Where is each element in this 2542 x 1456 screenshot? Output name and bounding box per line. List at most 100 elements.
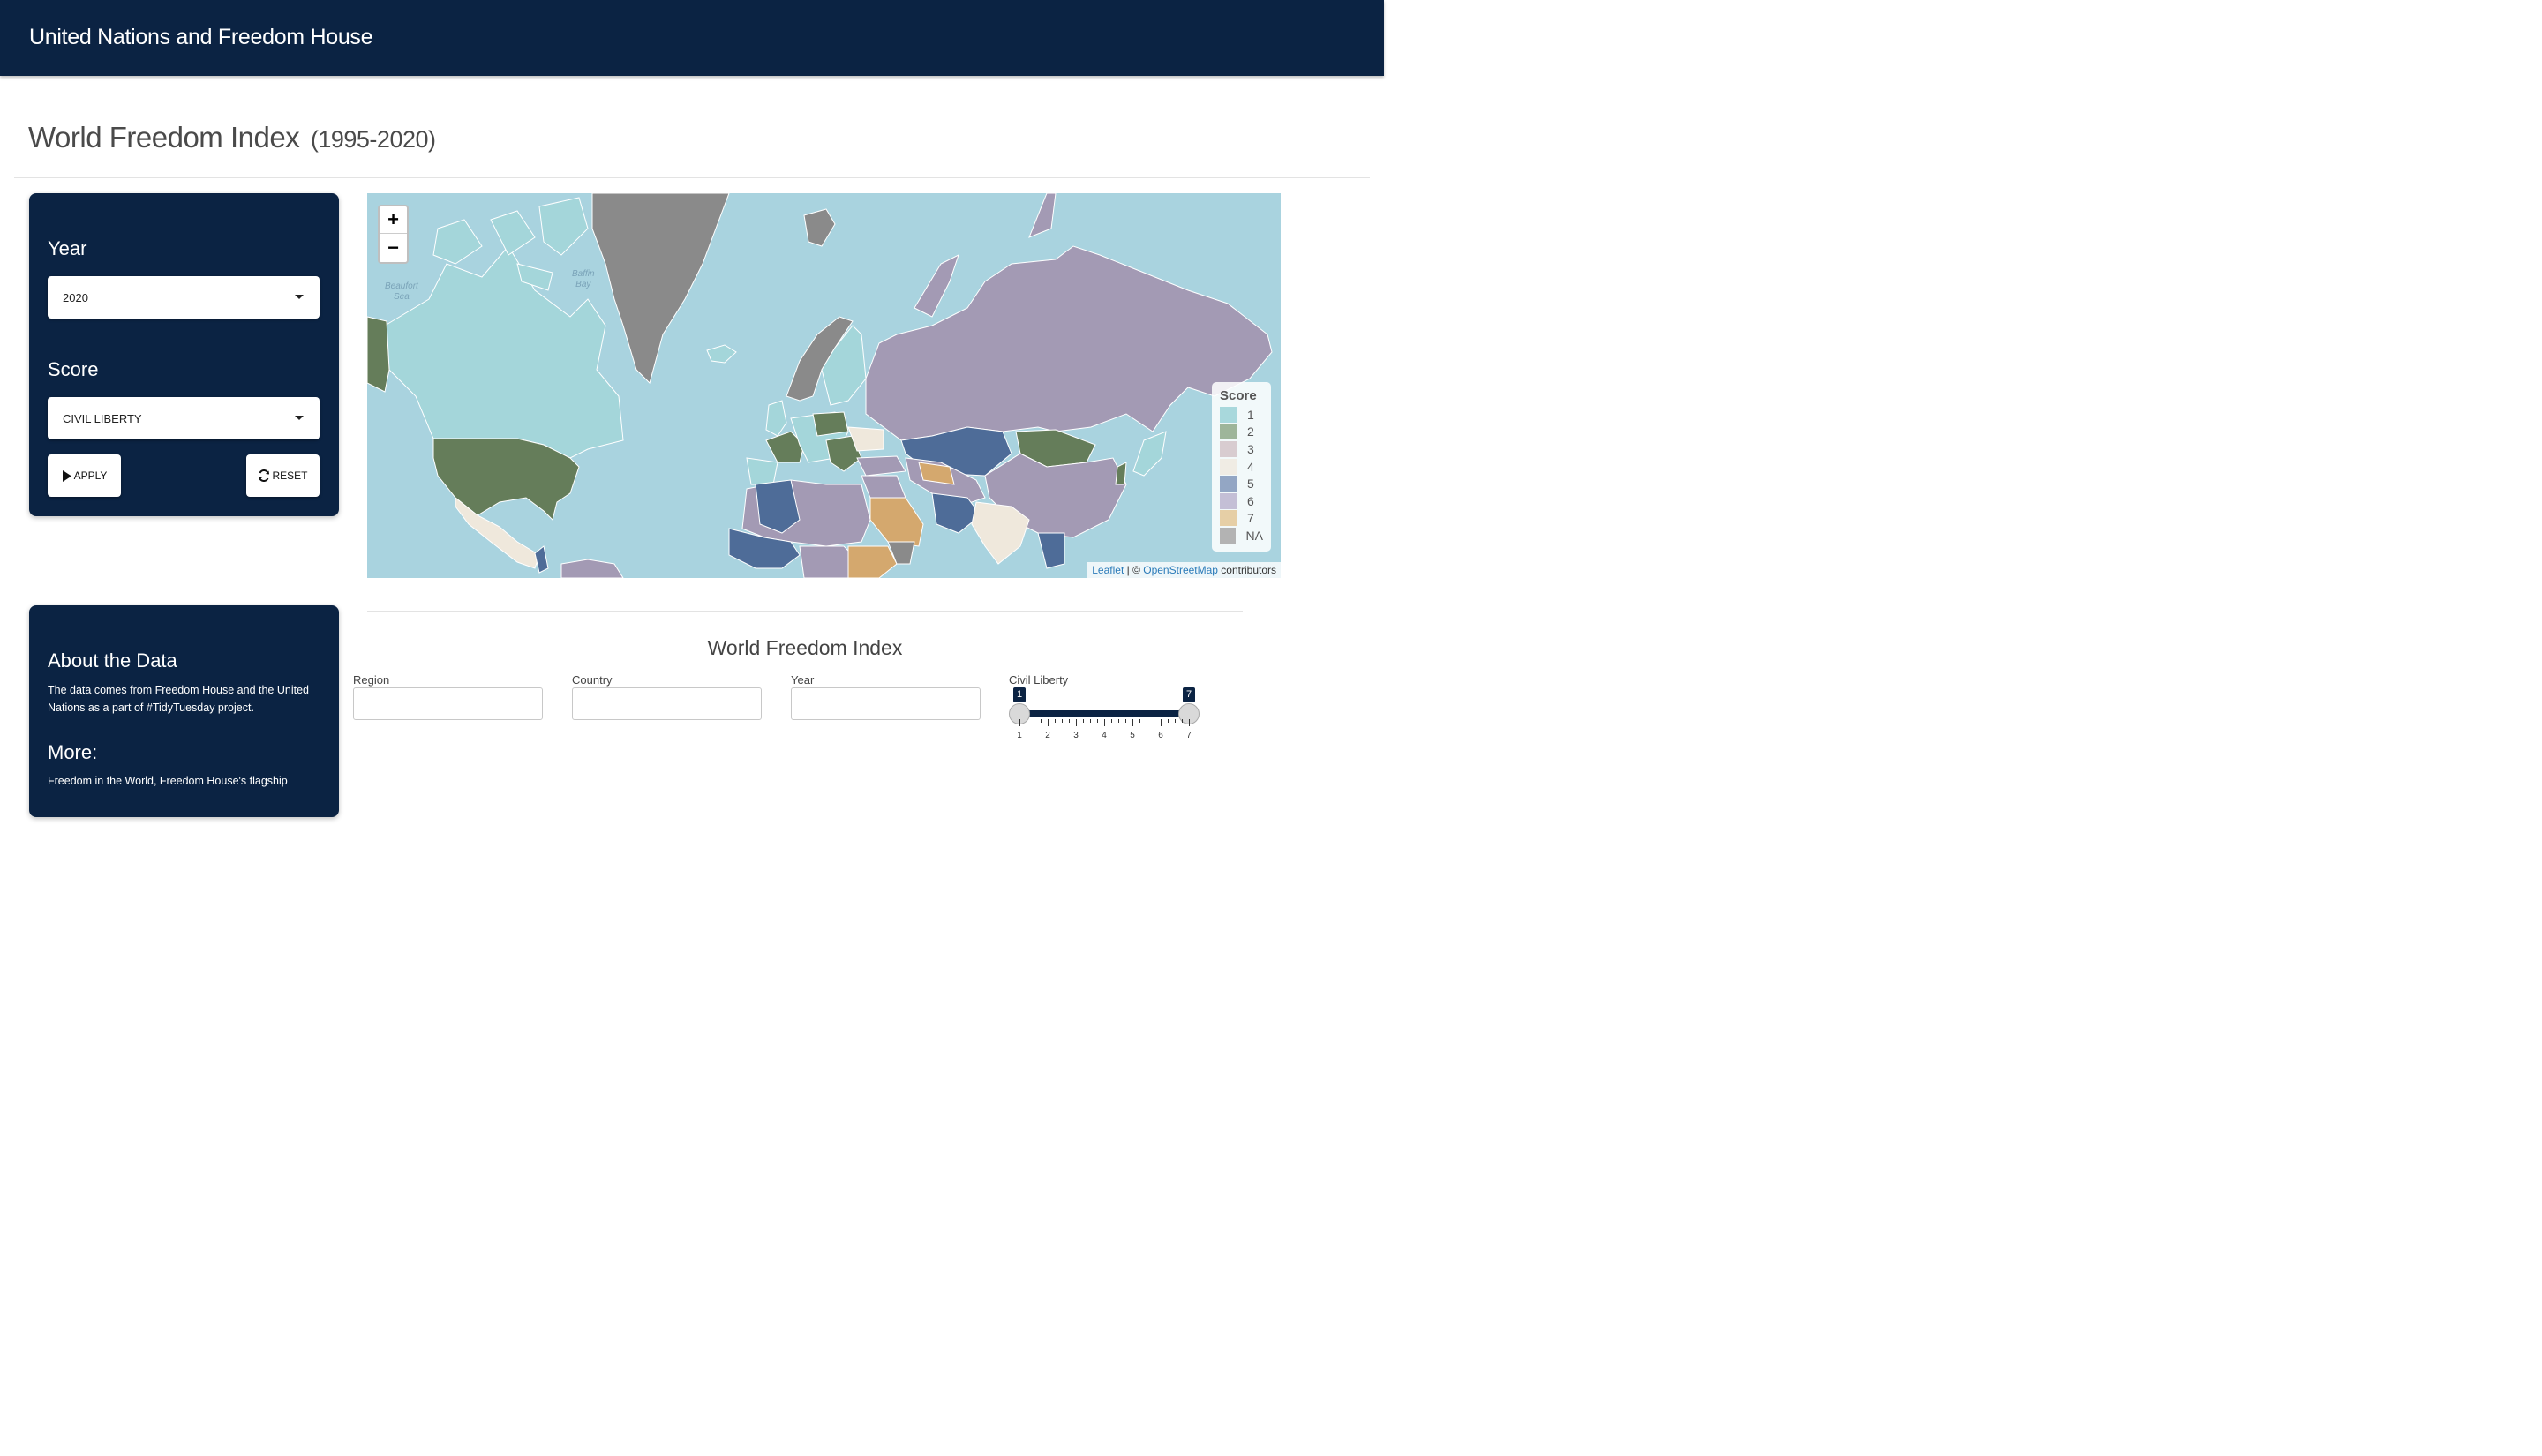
reset-button-label: RESET	[272, 469, 308, 482]
region-west-africa	[728, 528, 801, 569]
attribution-separator: | ©	[1124, 564, 1144, 576]
region-algeria	[755, 479, 801, 534]
legend-item: 5	[1220, 475, 1263, 492]
reset-button[interactable]: RESET	[246, 454, 320, 497]
slider-major-tick	[1104, 719, 1105, 726]
year-select-value: 2020	[63, 291, 88, 304]
map-label-baffin-line1: Baffin	[572, 269, 595, 279]
region-mexico	[455, 496, 540, 569]
legend-item: 1	[1220, 406, 1263, 424]
legend-swatch	[1220, 527, 1236, 544]
slider-tick-label: 7	[1186, 731, 1192, 740]
legend-label: NA	[1245, 528, 1263, 543]
score-select-value: CIVIL LIBERTY	[63, 412, 142, 425]
region-spain	[746, 457, 778, 485]
slider-minor-tick	[1182, 719, 1183, 723]
year-select[interactable]: 2020	[48, 276, 320, 319]
zoom-control: + −	[378, 205, 409, 264]
slider-minor-tick	[1118, 719, 1119, 723]
score-select[interactable]: CIVIL LIBERTY	[48, 397, 320, 439]
region-sweden-finland	[821, 325, 867, 406]
legend-swatch	[1220, 458, 1237, 475]
osm-link[interactable]: OpenStreetMap	[1143, 564, 1218, 576]
about-text: The data comes from Freedom House and th…	[48, 684, 309, 714]
region-japan	[1132, 431, 1167, 477]
region-greenland	[591, 193, 730, 384]
chevron-down-icon	[295, 416, 304, 420]
slider-low-value: 1	[1013, 687, 1026, 702]
slider-minor-tick	[1139, 719, 1140, 723]
legend-item: 2	[1220, 424, 1263, 441]
legend-label: 6	[1247, 493, 1254, 508]
legend-swatch	[1220, 406, 1237, 423]
civil-liberty-range-slider[interactable]: 1 7 1 2 3 4 5 6 7	[1009, 687, 1203, 749]
region-russia	[865, 245, 1273, 441]
region-saudi-arabia	[869, 497, 924, 547]
table-title: World Freedom Index	[707, 636, 903, 659]
region-usa	[432, 438, 580, 521]
more-text: Freedom in the World, Freedom House's fl…	[48, 775, 288, 787]
slider-minor-tick	[1168, 719, 1169, 723]
slider-major-tick	[1161, 719, 1162, 726]
apply-button[interactable]: APPLY	[48, 454, 121, 497]
legend-swatch	[1220, 424, 1237, 440]
region-korea	[1115, 462, 1127, 485]
slider-tick-label: 2	[1045, 731, 1050, 740]
slider-minor-tick	[1041, 719, 1042, 723]
map-legend: Score 1 2 3 4 5 6 7 NA	[1212, 382, 1271, 552]
slider-minor-tick	[1069, 719, 1070, 723]
slider-tick-label: 3	[1073, 731, 1079, 740]
slider-tick-label: 6	[1158, 731, 1163, 740]
region-poland	[812, 411, 849, 437]
leaflet-link[interactable]: Leaflet	[1092, 564, 1124, 576]
country-filter-label: Country	[572, 673, 613, 687]
legend-swatch	[1220, 492, 1237, 509]
map-label-beaufort-line2: Sea	[394, 292, 410, 302]
region-alaska	[367, 316, 390, 393]
map-canvas[interactable]	[367, 193, 1281, 578]
civil-liberty-filter-label: Civil Liberty	[1009, 673, 1069, 687]
slider-major-tick	[1019, 719, 1020, 726]
year-filter-input[interactable]	[791, 687, 981, 720]
slider-minor-tick	[1097, 719, 1098, 723]
legend-items: 1 2 3 4 5 6 7 NA	[1220, 406, 1263, 544]
region-iran-afghan	[931, 492, 981, 534]
slider-minor-tick	[1111, 719, 1112, 723]
region-norway	[786, 316, 854, 402]
legend-item: 7	[1220, 510, 1263, 528]
zoom-in-button[interactable]: +	[380, 206, 407, 234]
play-icon	[62, 469, 71, 482]
region-central-america	[534, 545, 549, 574]
apply-button-label: APPLY	[73, 469, 108, 482]
brand-title[interactable]: United Nations and Freedom House	[29, 25, 373, 49]
region-turkey	[856, 455, 906, 477]
more-heading: More:	[48, 741, 98, 763]
map-label-beaufort-line1: Beaufort	[385, 281, 418, 291]
slider-minor-tick	[1175, 719, 1176, 723]
map-label-baffin-line2: Bay	[575, 280, 591, 289]
page-title-years: (1995-2020)	[310, 126, 436, 153]
about-panel: About the Data The data comes from Freed…	[29, 605, 339, 817]
page-title: World Freedom Index (1995-2020)	[28, 121, 436, 154]
region-france	[765, 431, 805, 463]
legend-label: 5	[1247, 477, 1254, 492]
slider-track[interactable]	[1019, 710, 1189, 717]
legend-label: 7	[1247, 511, 1254, 526]
legend-label: 4	[1247, 459, 1254, 474]
map-label-baffin: Baffin Bay	[572, 269, 595, 290]
country-filter-input[interactable]	[572, 687, 762, 720]
attribution-rest: contributors	[1217, 564, 1276, 576]
region-filter-input[interactable]	[353, 687, 543, 720]
slider-minor-tick	[1083, 719, 1084, 723]
score-label: Score	[48, 358, 99, 380]
legend-label: 3	[1247, 441, 1254, 456]
region-turkmenistan	[918, 462, 955, 485]
controls-panel: Year 2020 Score CIVIL LIBERTY APPLY RESE…	[29, 193, 339, 516]
legend-item: 4	[1220, 458, 1263, 476]
legend-swatch	[1220, 510, 1237, 527]
zoom-out-button[interactable]: −	[387, 236, 399, 259]
slider-major-tick	[1189, 719, 1190, 726]
year-label: Year	[48, 237, 87, 259]
slider-minor-tick	[1125, 719, 1126, 723]
